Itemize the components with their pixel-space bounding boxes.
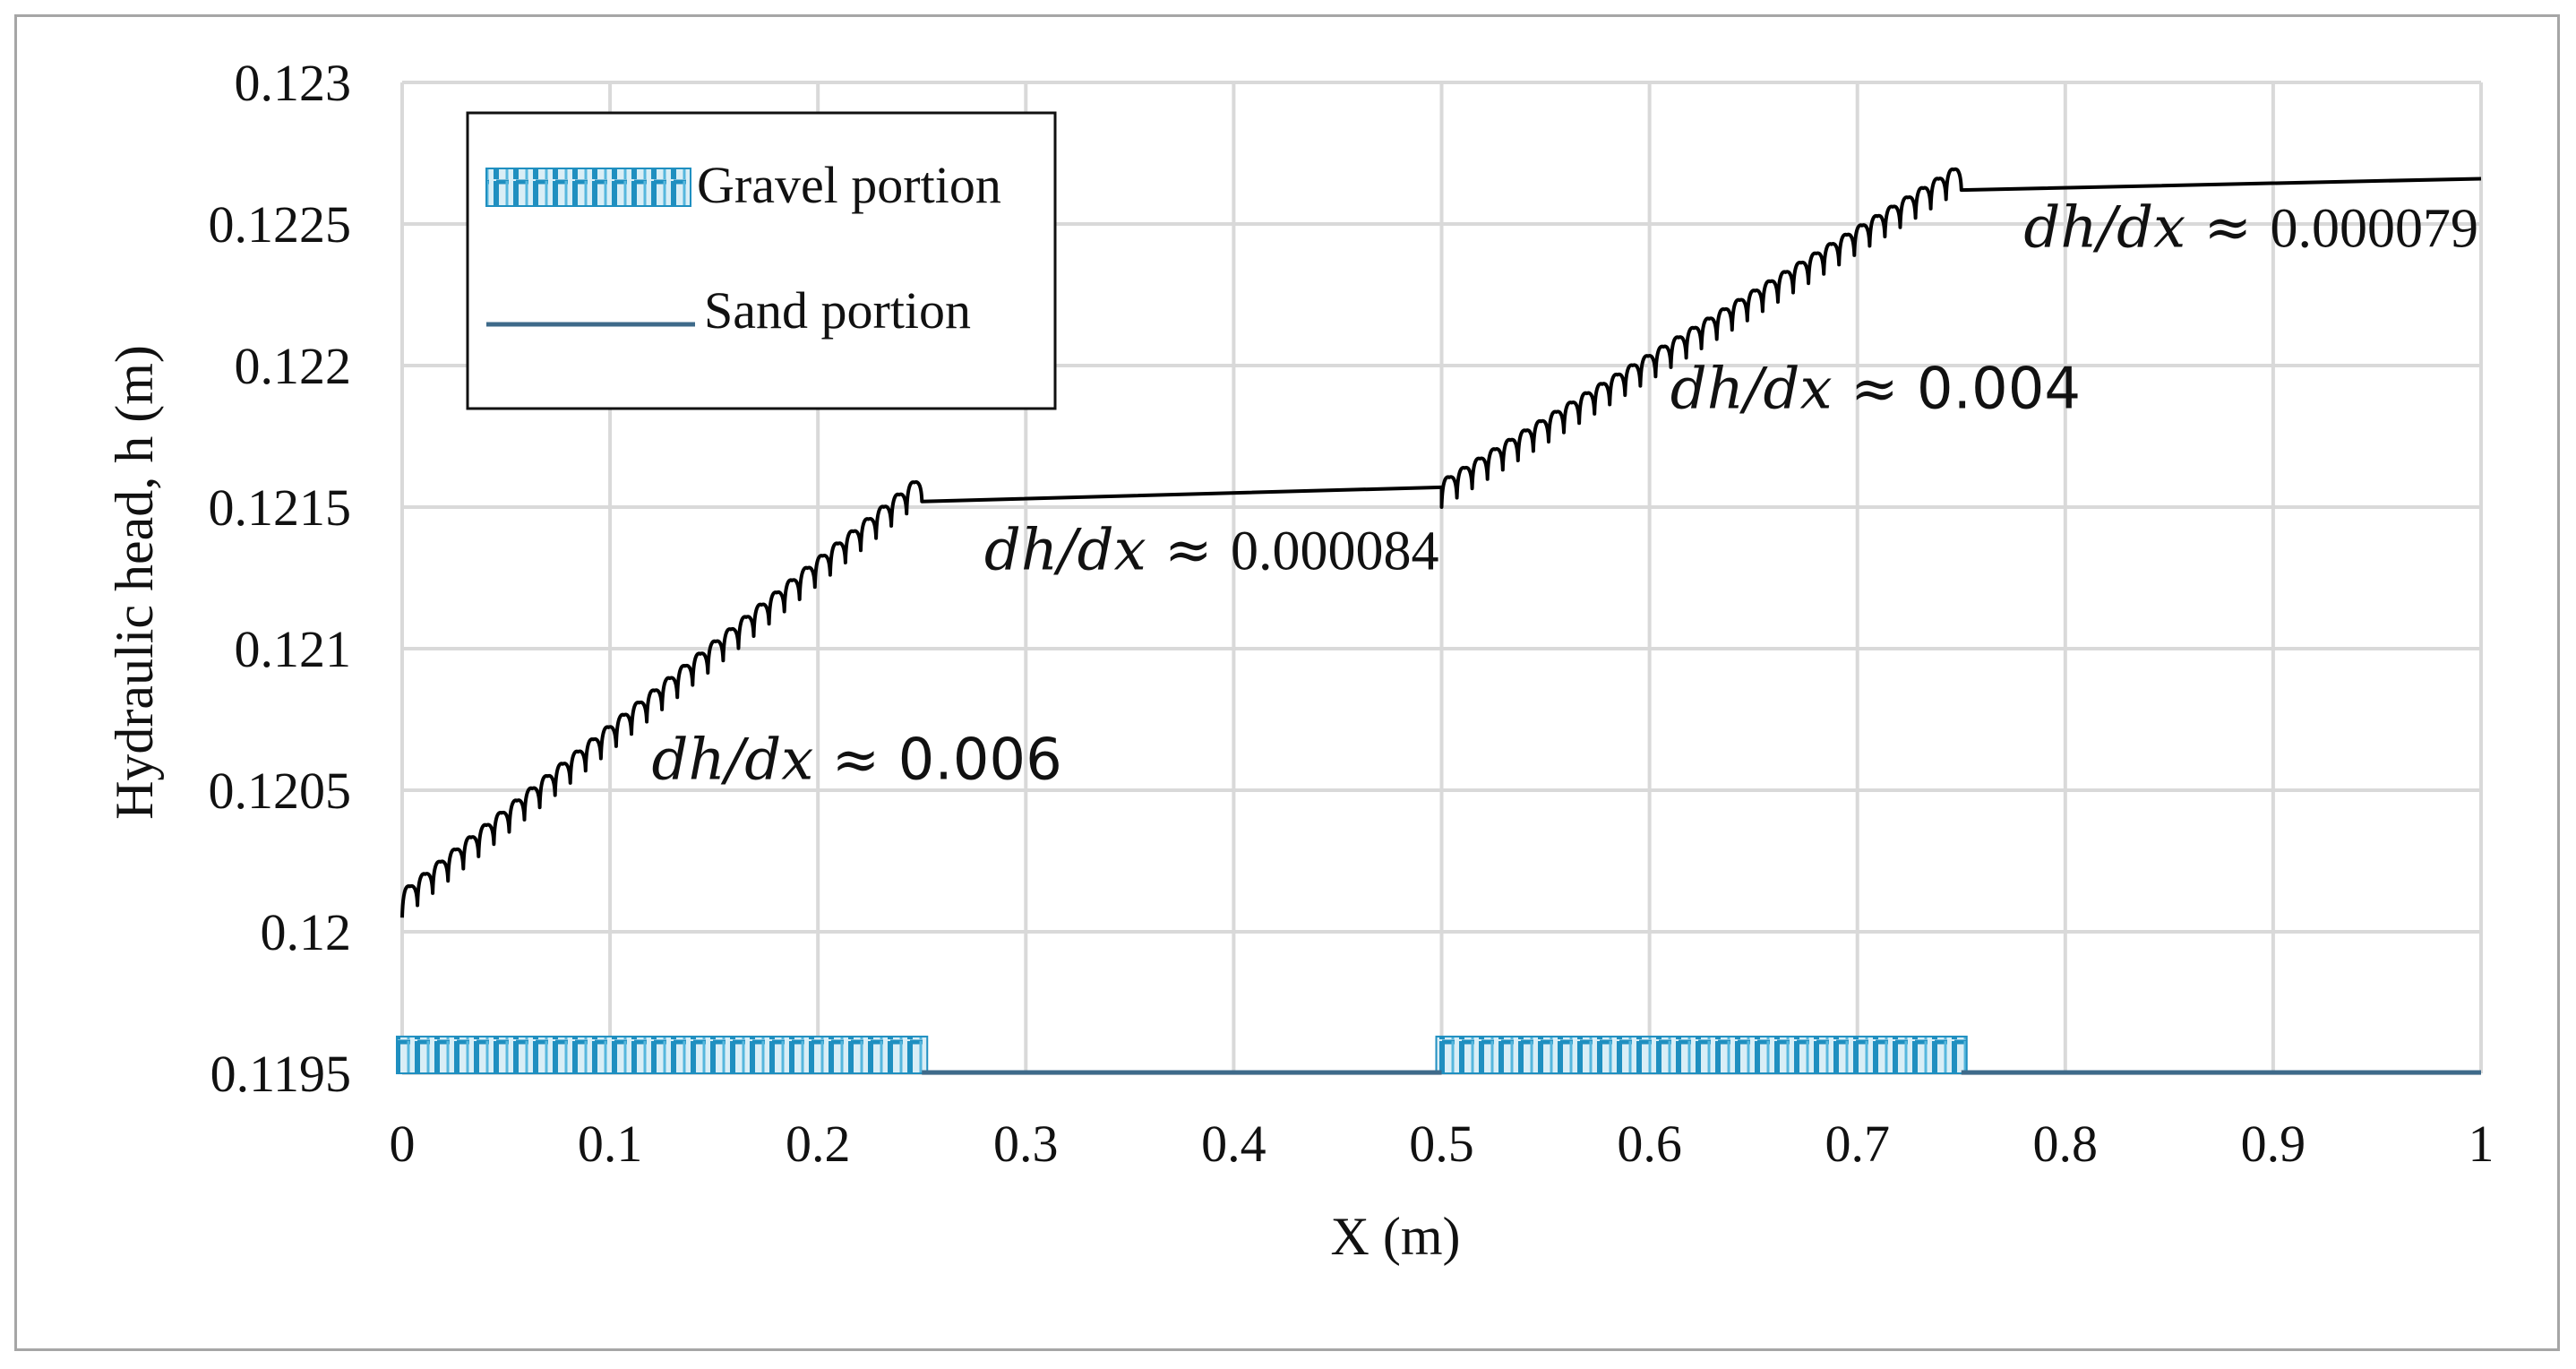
x-tick-label: 0.1 — [578, 1115, 643, 1173]
gradient-annotations: dh/dx ≈ 0.006 dh/dx ≈ 0.000084 dh/dx ≈ 0.0… — [652, 194, 2478, 793]
legend-box — [466, 111, 1057, 410]
y-tick-labels: 0.1195 0.12 0.1205 0.121 0.1215 0.122 0.1225 0.… — [209, 54, 352, 1103]
legend: Gravel portion Sand portion — [466, 111, 1057, 410]
x-tick-label: 0.5 — [1409, 1115, 1474, 1173]
y-tick-label: 0.1225 — [209, 195, 352, 254]
x-tick-label: 0.3 — [993, 1115, 1059, 1173]
x-tick-label: 0.8 — [2033, 1115, 2099, 1173]
gravel-band — [1435, 1035, 1968, 1075]
x-tick-label: 0.7 — [1825, 1115, 1890, 1173]
gradient-annotation: dh/dx ≈ 0.006 — [652, 727, 1062, 793]
gradient-annotation: dh/dx ≈ 0.004 — [1670, 356, 2081, 422]
hydraulic-head-line — [400, 167, 2482, 918]
x-tick-label: 0.2 — [786, 1115, 851, 1173]
y-tick-label: 0.1195 — [210, 1045, 351, 1103]
x-tick-label: 0.4 — [1201, 1115, 1267, 1173]
legend-sand-label: Sand portion — [704, 281, 971, 340]
gradient-annotation: dh/dx ≈ 0.000079 — [2023, 194, 2478, 261]
gradient-annotation: dh/dx ≈ 0.000084 — [984, 518, 1439, 584]
legend-gravel-swatch — [485, 168, 691, 207]
y-tick-label: 0.121 — [235, 620, 352, 678]
x-tick-label: 0.9 — [2241, 1115, 2306, 1173]
y-tick-label: 0.123 — [235, 54, 352, 112]
y-axis-title: Hydraulic head, h (m) — [105, 345, 164, 820]
y-axis-label: Hydraulic head, h (m) — [105, 345, 164, 820]
hydraulic-head-series — [400, 167, 2482, 918]
x-tick-label: 0.6 — [1617, 1115, 1682, 1173]
x-tick-label: 1 — [2469, 1115, 2494, 1173]
legend-gravel-label: Gravel portion — [697, 156, 1001, 214]
gravel-series — [396, 1035, 1968, 1075]
y-tick-label: 0.122 — [235, 337, 352, 395]
y-tick-label: 0.1215 — [209, 478, 352, 537]
gravel-band — [396, 1035, 929, 1075]
chart-frame — [14, 14, 2560, 1351]
y-tick-label: 0.1205 — [209, 762, 352, 820]
y-tick-label: 0.12 — [261, 903, 352, 961]
x-axis-label: X (m) — [1331, 1207, 1461, 1266]
x-tick-labels: 0 0.1 0.2 0.3 0.4 0.5 0.6 0.7 0.8 0.9 1 — [390, 1115, 2494, 1173]
x-tick-label: 0 — [390, 1115, 416, 1173]
